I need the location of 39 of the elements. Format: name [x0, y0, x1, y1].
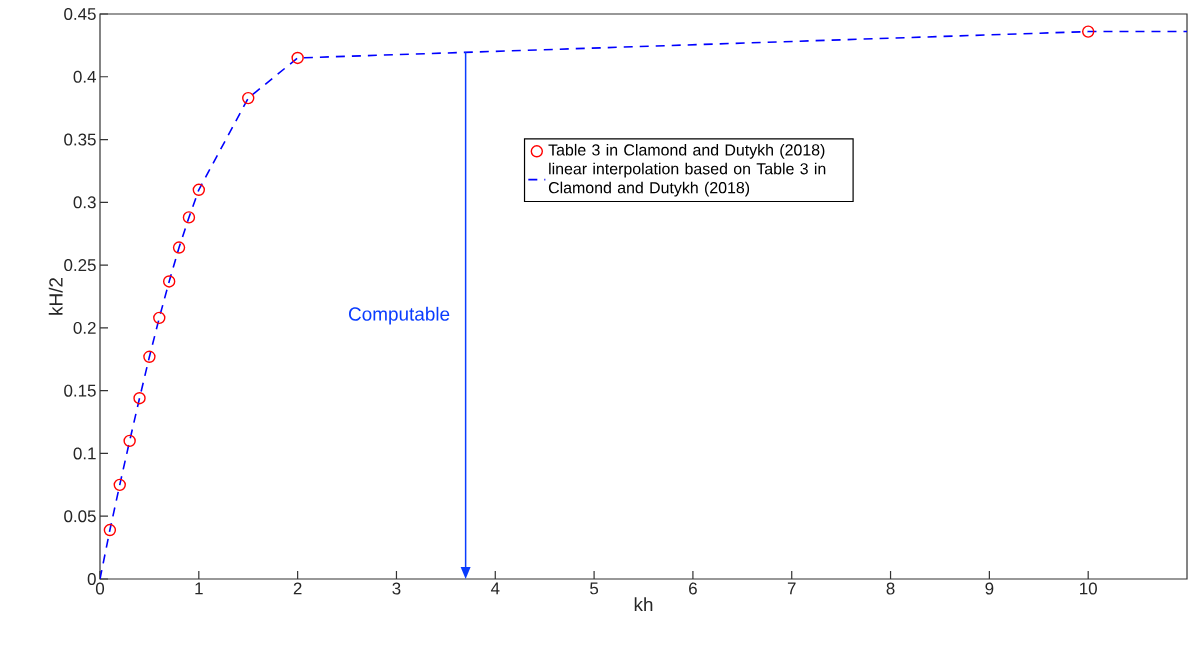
point: [162, 275, 176, 288]
x-tick-label: 1: [195, 582, 203, 595]
point: [123, 434, 136, 448]
point: [113, 478, 126, 492]
point: [291, 51, 304, 65]
point: [192, 183, 206, 196]
legend-label: Table 3 in Clamond and Dutykh (2018): [548, 143, 825, 159]
x-tick-label: 0: [95, 582, 105, 595]
ref-line-label: Computable: [348, 306, 450, 325]
point: [172, 241, 186, 254]
y-tick-label: 0.35: [64, 133, 96, 146]
y-tick-label: 0.15: [64, 384, 96, 397]
x-tick-label: 2: [293, 582, 302, 595]
x-tick-label: 7: [787, 582, 796, 595]
point: [133, 392, 146, 405]
y-tick-label: 0.25: [64, 259, 96, 272]
y-tick-label: 0.2: [73, 321, 96, 334]
x-tick-label: 10: [1080, 582, 1097, 595]
y-axis-title: kH/2: [48, 277, 63, 315]
y-tick-label: 0.05: [64, 510, 96, 523]
y-tick-label: 0: [87, 573, 96, 585]
point: [143, 350, 156, 363]
y-tick-label: 0.45: [64, 8, 96, 20]
x-tick-label: 4: [490, 582, 500, 595]
point: [182, 211, 196, 224]
x-tick-label: 3: [392, 582, 401, 595]
point: [242, 91, 255, 105]
legend-label: linear interpolation based on Table 3 in Clamond and Dutykh (2018): [548, 162, 826, 197]
point: [103, 523, 117, 537]
point: [153, 311, 166, 325]
y-tick-label: 0.1: [73, 447, 96, 460]
y-tick-label: 0.4: [73, 70, 96, 83]
x-axis-title: kh: [634, 597, 653, 612]
x-tick-label: 5: [590, 582, 599, 595]
x-tick-label: 9: [985, 582, 994, 595]
x-tick-label: 6: [689, 582, 697, 595]
x-tick-label: 8: [886, 582, 895, 595]
point: [1081, 25, 1095, 38]
y-tick-label: 0.3: [73, 196, 96, 209]
